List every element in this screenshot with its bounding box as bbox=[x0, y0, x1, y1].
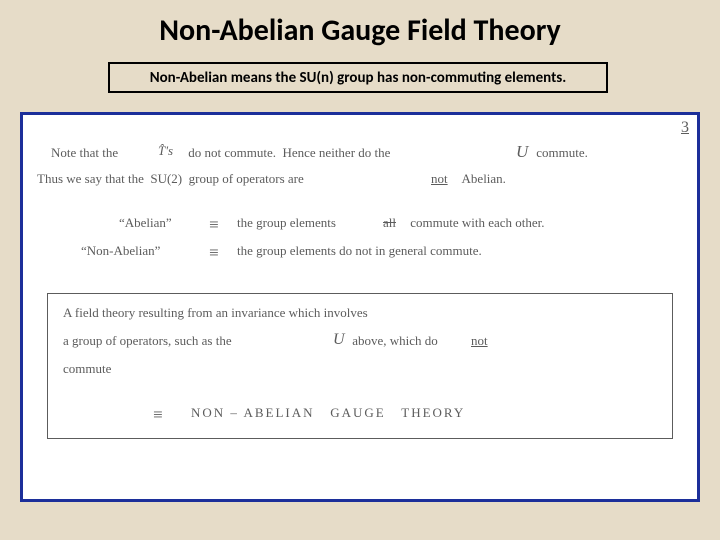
page-number: 3 bbox=[681, 119, 689, 137]
hw-box-l2b: above, which do bbox=[349, 333, 441, 349]
hw-def-equiv-1: ≡ bbox=[209, 215, 219, 235]
slide-title: Non-Abelian Gauge Field Theory bbox=[0, 12, 720, 49]
hw-box-l2a: a group of operators, such as the bbox=[63, 333, 235, 349]
hw-def-equiv-2: ≡ bbox=[209, 243, 219, 263]
hw-box-concl: NON – ABELIAN GAUGE THEORY bbox=[191, 405, 465, 421]
notes-inner: 3 Note that the T̂'s do not commute. Hen… bbox=[23, 115, 697, 499]
hw-box-not: not bbox=[471, 333, 488, 349]
hw-def-abelian-q: “Abelian” bbox=[119, 215, 172, 231]
hw-line2a: Thus we say that the SU(2) group of oper… bbox=[37, 171, 307, 187]
subtitle-text: Non-Abelian means the SU(n) group has no… bbox=[150, 69, 567, 87]
hw-line1a: Note that the bbox=[51, 145, 121, 161]
hw-line2b: Abelian. bbox=[459, 171, 506, 187]
subtitle-box: Non-Abelian means the SU(n) group has no… bbox=[108, 62, 608, 93]
hw-line2-not: not bbox=[431, 171, 448, 187]
hw-box-l2-sym: U bbox=[333, 331, 345, 349]
hw-def-abelian-b: commute with each other. bbox=[407, 215, 545, 231]
hw-def-abelian-a: the group elements bbox=[237, 215, 339, 231]
slide: Non-Abelian Gauge Field Theory Non-Abeli… bbox=[0, 0, 720, 540]
hw-box-l3: commute bbox=[63, 361, 111, 377]
hw-box-l1: A field theory resulting from an invaria… bbox=[63, 305, 368, 321]
hw-def-nonab-q: “Non-Abelian” bbox=[81, 243, 160, 259]
hw-line1-sym: T̂'s bbox=[158, 143, 173, 159]
hw-def-nonab-body: the group elements do not in general com… bbox=[237, 243, 482, 259]
hw-box-equiv: ≡ bbox=[153, 405, 163, 425]
hw-def-abelian-struck: all bbox=[383, 215, 396, 231]
hw-line1b: do not commute. Hence neither do the bbox=[185, 145, 394, 161]
notes-panel: 3 Note that the T̂'s do not commute. Hen… bbox=[20, 112, 700, 502]
hw-line1c: commute. bbox=[533, 145, 588, 161]
hw-line1-sym2: U bbox=[516, 142, 528, 162]
